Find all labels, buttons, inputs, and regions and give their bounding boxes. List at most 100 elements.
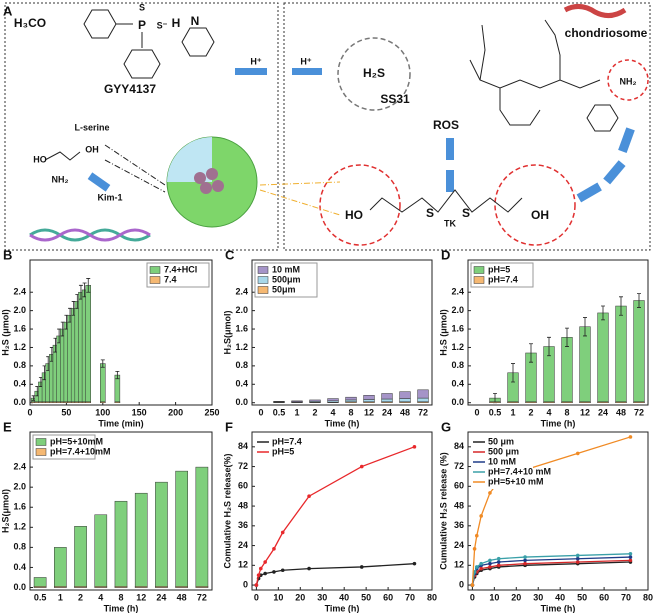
y-tick-label: 72 — [238, 461, 248, 471]
bar — [363, 399, 375, 403]
point — [263, 571, 267, 576]
x-tick-label: 2 — [528, 407, 533, 417]
legend-box — [255, 435, 317, 459]
point — [359, 565, 364, 569]
panel-label: E — [3, 419, 12, 434]
x-tick-label: 12 — [364, 407, 374, 417]
point — [479, 514, 483, 518]
x-tick-label: 40 — [555, 592, 565, 602]
y-tick-label: 2.4 — [13, 461, 26, 471]
x-tick-label: 20 — [511, 592, 521, 602]
x-axis-label: Time (h) — [541, 603, 576, 613]
dashed-circle — [337, 37, 411, 111]
point — [575, 556, 580, 561]
point — [575, 560, 580, 564]
dash-link — [104, 159, 166, 193]
legend-swatch — [35, 438, 47, 446]
x-tick-label: 10 — [489, 592, 499, 602]
schematic-label: H⁺ — [250, 56, 261, 66]
point — [280, 568, 285, 573]
peptide-chain — [469, 59, 601, 89]
x-tick-label: 30 — [533, 592, 543, 602]
bar — [507, 401, 519, 403]
y-axis-label: Comulative H₂S release(%) — [222, 453, 232, 568]
schematic-label: TK — [444, 218, 456, 228]
bar — [155, 481, 168, 588]
y-tick-label: 0.4 — [235, 379, 248, 389]
legend-swatch — [257, 286, 269, 294]
schematic-label: GYY4137 — [104, 82, 156, 96]
bar — [195, 586, 209, 588]
point — [280, 530, 285, 535]
y-tick-label: 12 — [238, 560, 248, 570]
y-tick-label: 1.2 — [235, 342, 248, 352]
bar-arrow — [603, 160, 626, 185]
legend-label: 10 mM — [272, 264, 300, 274]
plot-frame — [251, 431, 433, 591]
error-bar — [619, 296, 623, 316]
chondriosome-shape — [563, 4, 627, 18]
point — [575, 553, 580, 558]
point — [256, 573, 261, 577]
bar — [381, 398, 393, 403]
x-tick-label: 80 — [427, 592, 437, 602]
y-axis-label: H₂S(μmol) — [0, 489, 10, 533]
point — [470, 583, 475, 587]
y-tick-label: 2.0 — [451, 305, 464, 315]
bar — [327, 398, 339, 402]
bar — [33, 577, 47, 588]
point — [628, 435, 633, 439]
schematic-label: N — [191, 14, 200, 28]
x-tick-label: 8 — [564, 407, 569, 417]
schematic-label: H₂S — [363, 66, 385, 80]
legend-label: 50 μm — [488, 436, 514, 446]
x-tick-label: 0 — [474, 407, 479, 417]
bar — [363, 395, 375, 400]
legend-swatch — [149, 276, 161, 284]
bar — [615, 305, 627, 403]
bar — [195, 466, 209, 588]
x-tick-label: 24 — [156, 592, 166, 602]
schematic-label: H₃CO — [14, 16, 46, 30]
plot-frame — [467, 259, 649, 406]
dashed-circle — [494, 164, 576, 246]
y-tick-label: 2.0 — [13, 305, 26, 315]
x-tick-label: 70 — [621, 592, 631, 602]
legend-label: 500μm — [272, 274, 301, 284]
x-axis-label: Time (h) — [325, 603, 360, 613]
bar — [54, 586, 67, 588]
point — [523, 555, 527, 559]
y-tick-label: 1.2 — [13, 342, 26, 352]
dash-link — [259, 181, 341, 186]
schematic-label: SS31 — [380, 92, 410, 106]
schematic-label: chondriosome — [565, 26, 648, 40]
x-tick-label: 4 — [330, 407, 335, 417]
bar — [155, 586, 168, 588]
y-tick-label: 24 — [454, 540, 464, 550]
point — [628, 551, 633, 556]
x-tick-label: 48 — [177, 592, 187, 602]
point — [496, 563, 501, 568]
bar — [561, 337, 573, 403]
x-tick-label: 80 — [643, 592, 653, 602]
bar — [74, 526, 87, 588]
plot-frame — [251, 259, 433, 406]
bar — [579, 401, 591, 403]
panel-a — [4, 2, 651, 251]
bar-arrow — [446, 170, 454, 192]
tk-chain — [369, 189, 523, 213]
y-tick-label: 0.4 — [451, 379, 464, 389]
error-bar — [601, 305, 605, 321]
bar — [615, 401, 627, 403]
legend-label: pH=7.4+10mM — [50, 446, 111, 456]
point — [488, 491, 492, 495]
x-tick-label: 70 — [405, 592, 415, 602]
legend-swatch — [473, 276, 485, 284]
x-tick-label: 1 — [58, 592, 63, 602]
y-tick-label: 2.0 — [235, 305, 248, 315]
bar — [579, 326, 591, 403]
x-tick-label: 4 — [546, 407, 551, 417]
bar — [100, 363, 106, 403]
x-tick-label: 50 — [361, 592, 371, 602]
dna — [29, 228, 151, 242]
